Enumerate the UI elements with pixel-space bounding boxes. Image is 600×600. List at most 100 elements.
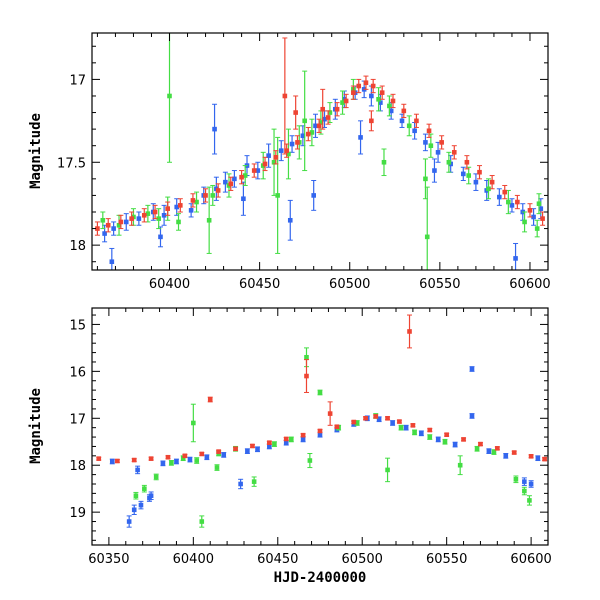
data-point [123,219,129,225]
data-point [536,201,542,207]
data-point [442,439,448,445]
data-point [275,193,280,198]
data-point [302,118,307,124]
data-point [156,216,161,221]
data-point [313,123,318,129]
data-point [497,194,502,200]
data-point [255,446,260,452]
data-point [307,458,313,463]
data-point [194,458,200,463]
x-tick-label: 60350 [88,552,129,567]
data-point [522,219,527,225]
data-point [152,209,158,215]
data-point [289,141,295,147]
data-point [489,179,495,185]
data-point [397,419,402,424]
data-point [214,465,220,470]
y-tick-label: 18 [69,239,86,254]
data-point [300,437,306,442]
data-point [439,140,444,145]
data-point [506,199,511,205]
data-point [187,457,193,462]
data-point [369,118,374,124]
data-point [370,83,376,89]
data-point [300,432,306,438]
y-tick-label: 15 [69,318,86,333]
data-point [354,420,360,426]
data-point [96,456,102,461]
data-point [295,140,300,145]
data-point [451,150,457,155]
data-point [373,414,379,419]
data-point [242,173,248,178]
x-tick-label: 60450 [239,277,280,292]
data-point [153,474,159,480]
data-point [131,457,137,463]
data-point [95,226,100,231]
top-axis-ticks: 60400 60450 60500 60550 60600 17 17.5 18 [57,33,551,292]
data-point [102,231,107,236]
data-point [385,467,390,473]
data-point [271,159,277,165]
bottom-panel: 60350 60400 60450 60500 60550 60600 15 16 17 18 19… [28,307,552,586]
top-y-axis-title: Magnitude [28,113,44,189]
data-point [141,213,147,218]
data-point [457,462,463,468]
data-point [251,479,257,484]
data-point [188,208,194,213]
data-point [435,437,441,442]
data-point [432,168,437,173]
data-point [317,432,323,438]
data-point [356,83,362,89]
data-point [165,454,171,460]
data-point [133,493,139,499]
data-point [398,425,404,430]
data-point [148,493,154,499]
data-point [369,93,374,99]
data-point [388,108,394,114]
data-point [486,448,492,454]
data-point [426,128,432,134]
data-point [174,204,180,210]
data-point [300,133,306,139]
data-point [311,193,316,198]
data-point [169,460,174,466]
x-tick-label: 60550 [426,552,467,567]
x-tick-label: 60400 [149,277,190,292]
data-point [511,450,517,455]
x-tick-label: 60450 [257,552,298,567]
data-point [327,411,333,416]
data-point [272,441,277,447]
data-point [469,366,475,372]
data-point [444,432,449,438]
data-point [542,456,547,462]
data-point [267,440,272,445]
data-point [406,123,412,129]
data-point [320,106,326,112]
data-point [446,159,452,165]
y-tick-label: 19 [69,506,86,521]
data-point [160,461,166,466]
data-point [316,123,322,129]
data-point [216,449,221,454]
data-point [513,476,519,482]
data-point [403,425,409,430]
data-point [327,110,333,115]
x-tick-label: 60500 [329,277,370,292]
data-point [318,120,324,125]
data-point [343,98,349,104]
data-point [528,481,534,487]
data-point [180,455,186,461]
data-point [351,90,356,95]
data-point [340,100,345,105]
data-point [358,135,363,140]
data-point [206,217,212,223]
data-point [304,373,309,379]
data-point [495,446,500,451]
data-point [212,126,217,132]
data-point [105,222,111,228]
bottom-plot-frame [91,307,549,546]
data-point [376,416,382,422]
data-point [401,108,407,114]
